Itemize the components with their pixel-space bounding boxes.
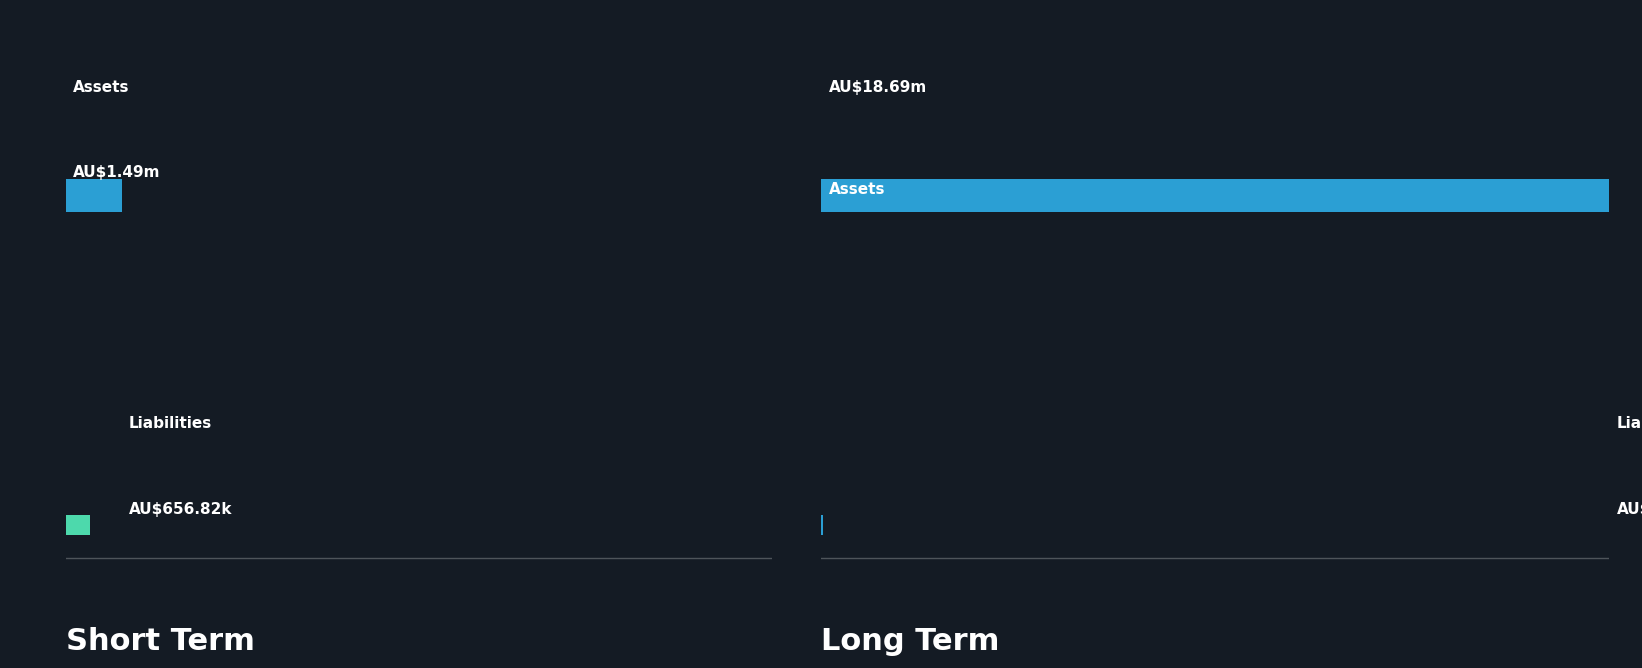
Text: Assets: Assets [72, 80, 130, 95]
Text: Liabilities: Liabilities [130, 416, 212, 432]
Bar [66, 515, 90, 535]
Text: AU$1.49m: AU$1.49m [72, 166, 161, 180]
Bar [821, 178, 1609, 212]
Text: AU$18.69m: AU$18.69m [829, 80, 928, 95]
Text: AU$656.82k: AU$656.82k [130, 502, 233, 517]
Text: Liabilities: Liabilities [1617, 416, 1642, 432]
Text: Short Term: Short Term [66, 627, 255, 656]
Bar [66, 178, 122, 212]
Text: Long Term: Long Term [821, 627, 1000, 656]
Text: AU$58.19k: AU$58.19k [1617, 502, 1642, 517]
Bar [821, 515, 823, 535]
Text: Assets: Assets [829, 182, 885, 197]
